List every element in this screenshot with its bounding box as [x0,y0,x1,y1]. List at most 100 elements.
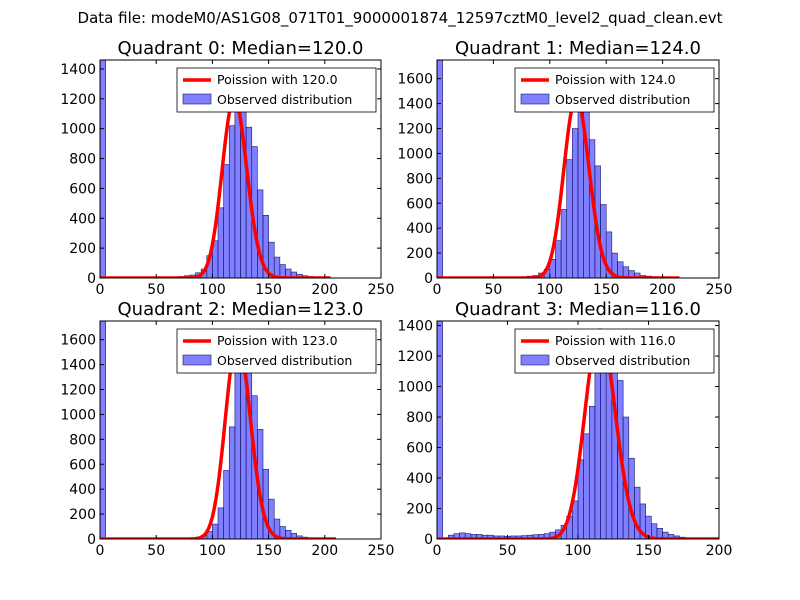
y-tick-label: 1400 [60,358,96,374]
axes-frame [99,320,382,540]
y-tick-label: 1400 [60,62,96,78]
histogram-bar [217,507,224,539]
x-tick-label: 150 [255,543,282,559]
legend-observed-label: Observed distribution [555,353,690,368]
y-tick-label: 400 [406,221,433,237]
legend: Poission with 120.0 Observed distribution [176,67,377,113]
x-tick-label: 250 [368,282,395,298]
legend-poisson-label: Poission with 120.0 [217,72,338,87]
x-tick-label: 0 [433,282,442,298]
y-tick-label: 1600 [60,333,96,349]
histogram-bar [555,240,562,278]
y-tick-label: 1000 [60,407,96,423]
histogram-bar [566,159,573,278]
x-tick-label: 200 [649,282,676,298]
y-tick-label: 1200 [397,122,433,138]
y-tick-label: 800 [69,152,96,168]
subplot-quadrant-1: Quadrant 1: Median=124.0 0 50 100 150 200 250 0… [397,38,732,298]
histogram-bar [100,321,106,539]
subplots-grid: Quadrant 0: Median=120.0 0 50 100 150 200 250 0… [60,38,732,559]
legend-observed-label: Observed distribution [217,92,352,107]
histogram-bar [437,321,443,539]
x-tick-label: 150 [255,282,282,298]
histogram-bar [228,125,236,278]
histogram-bar [212,523,219,539]
y-tick-label: 800 [69,432,96,448]
plot-title: Quadrant 3: Median=116.0 [455,299,701,320]
y-tick-label: 1400 [397,97,433,113]
legend-bar-swatch [182,354,212,366]
histogram-bar [437,60,443,278]
y-tick-label: 0 [87,271,96,287]
subplot-quadrant-2: Quadrant 2: Median=123.0 0 50 100 150 200 250 0… [60,299,394,559]
legend-bar-swatch [182,93,212,105]
plot-title: Quadrant 2: Median=123.0 [118,299,364,320]
legend-observed-label: Observed distribution [217,353,352,368]
y-tick-label: 400 [69,482,96,498]
legend-observed-label: Observed distribution [555,92,690,107]
legend-poisson-label: Poission with 123.0 [217,333,338,348]
x-tick-label: 50 [499,543,517,559]
y-tick-label: 0 [424,532,433,548]
histogram-bar [234,370,241,539]
y-tick-label: 600 [406,441,433,457]
histogram-bar [594,355,601,539]
x-tick-label: 0 [96,282,105,298]
legend: Poission with 116.0 Observed distribution [514,328,715,374]
legend-poisson-label: Poission with 116.0 [555,333,676,348]
x-tick-label: 50 [147,282,165,298]
y-tick-label: 200 [69,241,96,257]
legend-bar-swatch [520,354,550,366]
y-tick-label: 800 [406,171,433,187]
x-tick-label: 0 [433,543,442,559]
x-tick-label: 250 [706,282,733,298]
x-tick-label: 250 [368,543,395,559]
x-tick-label: 0 [96,543,105,559]
histogram-bar [588,406,596,539]
figure-suptitle: Data file: modeM0/AS1G08_071T01_90000018… [78,9,723,28]
legend-poisson-label: Poission with 124.0 [555,72,676,87]
x-tick-label: 150 [635,543,662,559]
x-tick-label: 100 [565,543,592,559]
y-tick-label: 200 [69,507,96,523]
y-tick-label: 400 [406,471,433,487]
y-tick-label: 600 [406,196,433,212]
histogram-bar [572,500,579,539]
histogram-bar [572,128,579,278]
legend: Poission with 123.0 Observed distribution [176,328,377,374]
x-tick-label: 50 [484,282,502,298]
x-tick-label: 200 [706,543,733,559]
x-tick-label: 200 [311,282,338,298]
x-tick-label: 150 [593,282,620,298]
y-tick-label: 1600 [397,72,433,88]
x-tick-label: 100 [536,282,563,298]
histogram-bar [583,433,590,539]
histogram-bar [217,207,224,278]
x-tick-label: 100 [199,282,226,298]
x-tick-label: 50 [147,543,165,559]
y-tick-label: 200 [406,502,433,518]
axes-frame [99,59,382,279]
y-tick-label: 0 [87,532,96,548]
histogram-bar [273,256,281,278]
x-tick-label: 200 [311,543,338,559]
y-tick-label: 1200 [60,92,96,108]
histogram-bar [228,426,236,539]
x-tick-label: 100 [199,543,226,559]
y-tick-label: 1000 [397,146,433,162]
subplot-quadrant-0: Quadrant 0: Median=120.0 0 50 100 150 200 250 0… [60,38,394,298]
axes-frame [436,59,720,279]
y-tick-label: 800 [406,410,433,426]
plot-title: Quadrant 0: Median=120.0 [118,38,364,59]
y-tick-label: 1200 [397,349,433,365]
y-tick-label: 200 [406,246,433,262]
poisson-line [437,95,681,278]
plot-title: Quadrant 1: Median=124.0 [455,38,701,59]
histogram-bar [223,164,230,278]
y-tick-label: 1400 [397,319,433,335]
y-tick-label: 1000 [397,380,433,396]
legend: Poission with 124.0 Observed distribution [514,67,715,113]
y-tick-label: 1200 [60,383,96,399]
y-tick-label: 0 [424,271,433,287]
